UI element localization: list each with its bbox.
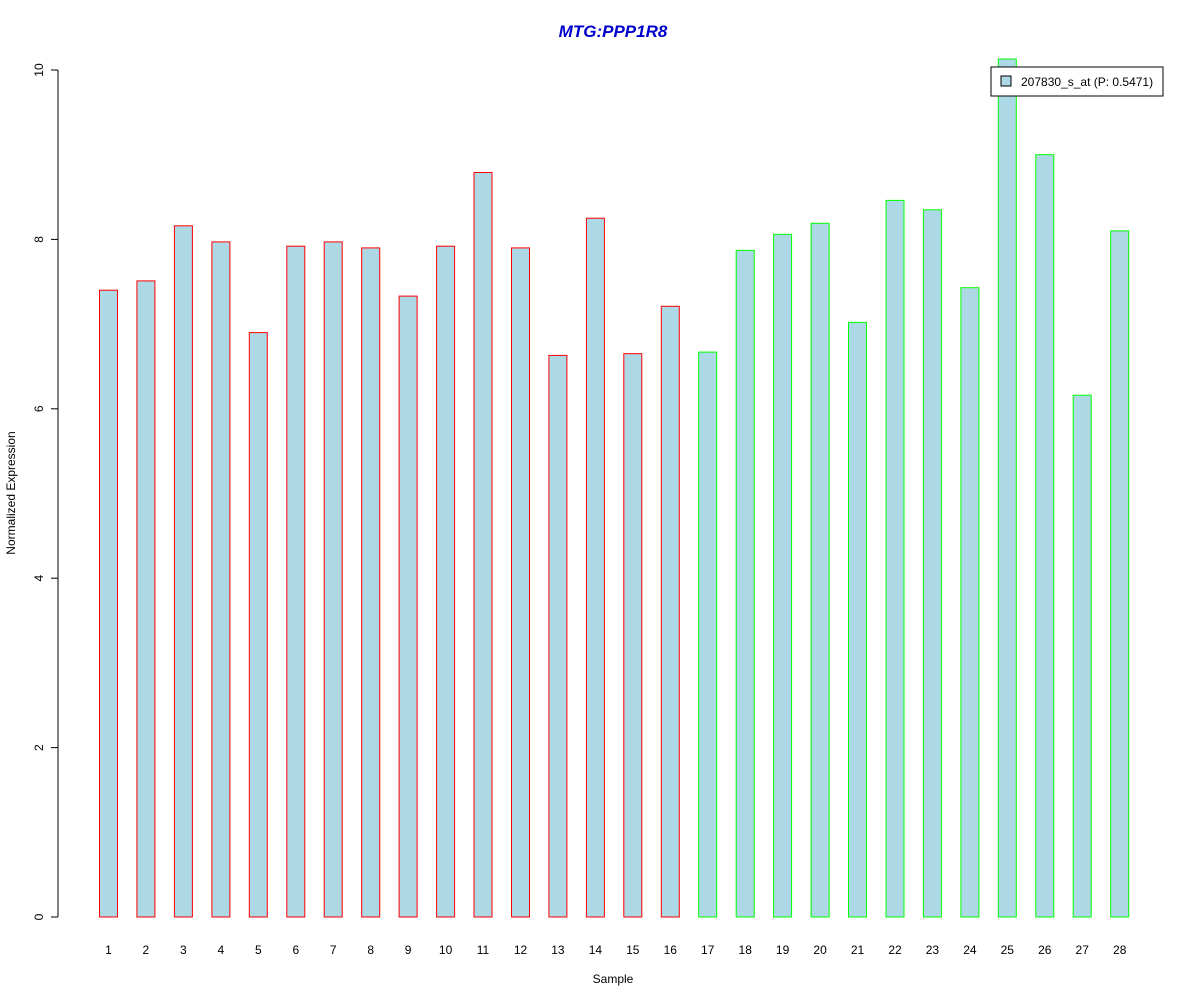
x-tick-label-9: 9	[405, 943, 412, 957]
chart-title: MTG:PPP1R8	[559, 22, 668, 41]
x-tick-label-4: 4	[218, 943, 225, 957]
bar-sample-3	[173, 225, 193, 918]
bar-sample-5	[248, 332, 268, 918]
bar-sample-23	[922, 209, 942, 918]
bar-sample-26	[1035, 154, 1055, 918]
bar-sample-7	[323, 241, 343, 918]
x-tick-label-14: 14	[589, 943, 603, 957]
x-tick-label-7: 7	[330, 943, 337, 957]
y-tick-label-10: 10	[32, 63, 46, 77]
x-tick-label-5: 5	[255, 943, 262, 957]
bar-sample-1	[99, 289, 118, 918]
x-tick-label-18: 18	[739, 943, 753, 957]
x-tick-label-3: 3	[180, 943, 187, 957]
y-axis: 0 2 4 6 8 10	[32, 63, 59, 920]
x-tick-label-13: 13	[551, 943, 565, 957]
y-tick-label-0: 0	[32, 913, 46, 920]
x-tick-label-6: 6	[292, 943, 299, 957]
x-tick-label-24: 24	[963, 943, 977, 957]
x-tick-label-11: 11	[477, 943, 490, 957]
y-tick-label-4: 4	[32, 575, 46, 582]
x-tick-labels: 1 2 3 4 5 6 7 8 9 10 11 12 13 14 15 16 17 18 19 20 21 22 23 24 2…	[105, 943, 1127, 957]
x-tick-label-23: 23	[926, 943, 940, 957]
x-tick-label-1: 1	[105, 943, 112, 957]
bar-sample-9	[398, 295, 418, 918]
bar-sample-16	[660, 305, 680, 918]
bar-sample-2	[136, 280, 156, 918]
y-tick-label-6: 6	[32, 405, 46, 412]
x-tick-label-26: 26	[1038, 943, 1052, 957]
x-tick-label-17: 17	[701, 943, 715, 957]
bar-sample-4	[211, 241, 231, 918]
y-axis-label: Normalized Expression	[4, 431, 18, 554]
bar-sample-21	[848, 321, 867, 918]
legend: 207830_s_at (P: 0.5471)	[990, 66, 1164, 97]
x-axis-label: Sample	[593, 972, 634, 986]
legend-box	[990, 66, 1164, 97]
bar-sample-8	[361, 247, 381, 918]
y-tick-label-8: 8	[32, 236, 46, 243]
x-tick-label-2: 2	[143, 943, 150, 957]
bar-sample-11	[473, 172, 493, 918]
bar-sample-17	[698, 351, 718, 918]
bar-sample-12	[511, 247, 530, 918]
bar-sample-10	[436, 245, 456, 918]
x-tick-label-10: 10	[439, 943, 453, 957]
bar-sample-14	[585, 217, 605, 918]
bar-sample-19	[773, 233, 793, 918]
x-tick-label-27: 27	[1076, 943, 1090, 957]
bar-sample-20	[810, 222, 830, 918]
x-tick-label-19: 19	[776, 943, 790, 957]
legend-label: 207830_s_at (P: 0.5471)	[1021, 75, 1153, 89]
x-tick-label-15: 15	[626, 943, 640, 957]
bar-sample-22	[885, 199, 905, 918]
bar-sample-13	[548, 354, 568, 918]
bar-sample-24	[960, 287, 980, 918]
x-tick-label-16: 16	[664, 943, 678, 957]
x-tick-label-8: 8	[367, 943, 374, 957]
x-tick-label-25: 25	[1001, 943, 1015, 957]
x-tick-label-20: 20	[813, 943, 827, 957]
y-tick-label-2: 2	[32, 744, 46, 751]
x-tick-label-12: 12	[514, 943, 528, 957]
bar-sample-6	[286, 245, 306, 918]
bar-sample-27	[1072, 394, 1092, 918]
x-tick-label-28: 28	[1113, 943, 1127, 957]
bars-layer	[99, 58, 1130, 918]
legend-swatch	[1000, 75, 1012, 87]
x-tick-label-21: 21	[851, 943, 865, 957]
bar-sample-28	[1110, 230, 1130, 918]
bar-sample-25	[997, 58, 1017, 918]
bar-sample-18	[735, 249, 755, 918]
bar-sample-15	[623, 353, 643, 918]
x-tick-label-22: 22	[888, 943, 902, 957]
